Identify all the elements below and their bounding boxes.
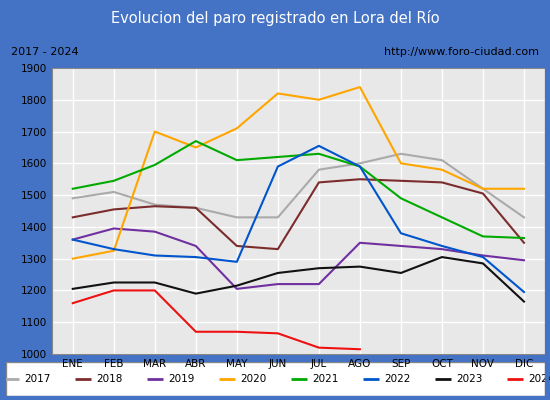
Text: 2020: 2020 <box>240 374 267 384</box>
Text: http://www.foro-ciudad.com: http://www.foro-ciudad.com <box>384 47 539 57</box>
Text: 2021: 2021 <box>312 374 339 384</box>
Text: 2023: 2023 <box>456 374 483 384</box>
Text: 2022: 2022 <box>384 374 411 384</box>
Text: Evolucion del paro registrado en Lora del Río: Evolucion del paro registrado en Lora de… <box>111 10 439 26</box>
Text: 2017: 2017 <box>24 374 51 384</box>
Text: 2024: 2024 <box>529 374 550 384</box>
Text: 2019: 2019 <box>168 374 195 384</box>
Text: 2017 - 2024: 2017 - 2024 <box>11 47 79 57</box>
FancyBboxPatch shape <box>6 362 544 396</box>
Text: 2018: 2018 <box>96 374 123 384</box>
